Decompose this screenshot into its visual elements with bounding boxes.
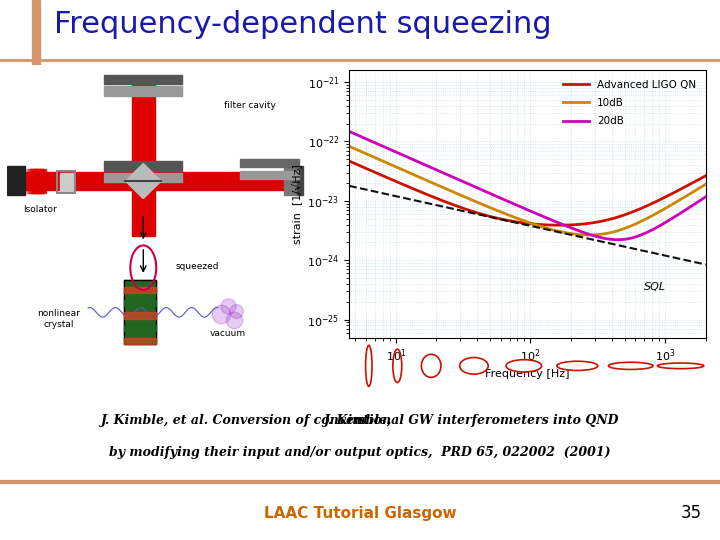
Bar xyxy=(104,161,182,171)
Bar xyxy=(60,173,73,191)
Bar xyxy=(104,86,182,96)
Bar xyxy=(25,169,38,193)
Legend: Advanced LIGO QN, 10dB, 20dB: Advanced LIGO QN, 10dB, 20dB xyxy=(559,76,701,130)
Bar xyxy=(124,325,156,332)
Bar xyxy=(30,169,43,193)
Bar xyxy=(297,166,303,195)
Bar xyxy=(124,280,156,344)
Bar xyxy=(20,172,286,190)
Bar xyxy=(28,169,41,193)
Text: J. Kimble, et al. Conversion of conventional GW interferometers into QND: J. Kimble, et al. Conversion of conventi… xyxy=(101,414,619,427)
Text: J. Kimble,: J. Kimble, xyxy=(323,414,397,427)
Bar xyxy=(124,338,156,344)
Text: nonlinear
crystal: nonlinear crystal xyxy=(37,309,81,329)
Text: Frequency-dependent squeezing: Frequency-dependent squeezing xyxy=(54,10,552,39)
Bar xyxy=(7,166,25,195)
Bar xyxy=(124,300,156,306)
Bar xyxy=(284,166,297,195)
Text: LAAC Tutorial Glasgow: LAAC Tutorial Glasgow xyxy=(264,506,456,521)
Bar xyxy=(27,169,40,193)
Bar xyxy=(104,75,182,84)
Bar xyxy=(132,77,155,236)
Point xyxy=(230,306,241,315)
Text: vacuum: vacuum xyxy=(210,329,246,338)
Point xyxy=(222,302,233,310)
Bar xyxy=(33,169,46,193)
Bar xyxy=(124,280,156,344)
Bar xyxy=(32,0,40,65)
Point xyxy=(215,309,227,318)
Bar xyxy=(58,171,75,193)
Bar xyxy=(124,287,156,293)
Text: squeezed: squeezed xyxy=(176,262,219,271)
Text: 35: 35 xyxy=(680,504,702,522)
Text: Isolator: Isolator xyxy=(23,205,56,214)
Bar xyxy=(32,169,45,193)
X-axis label: Frequency [Hz]: Frequency [Hz] xyxy=(485,369,570,380)
Polygon shape xyxy=(125,164,161,199)
Y-axis label: strain  [1/√Hz]: strain [1/√Hz] xyxy=(291,164,302,244)
Bar xyxy=(240,159,299,167)
Bar xyxy=(124,312,156,319)
Bar xyxy=(104,173,182,183)
Text: filter cavity: filter cavity xyxy=(225,102,276,111)
Bar xyxy=(240,171,299,179)
Point xyxy=(228,316,240,325)
Text: by modifying their input and/or output optics,  PRD 65, 022002  (2001): by modifying their input and/or output o… xyxy=(109,446,611,459)
Text: SQL: SQL xyxy=(644,282,666,292)
